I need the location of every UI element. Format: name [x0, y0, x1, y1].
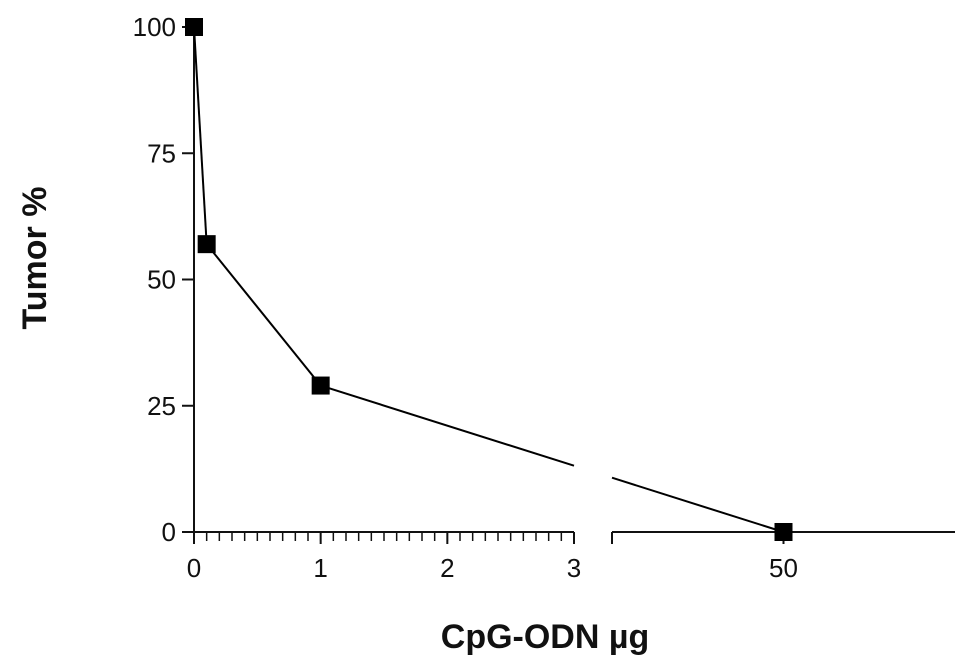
series-line: [193, 26, 784, 533]
y-tick-label: 50: [147, 265, 176, 295]
y-tick-label: 100: [133, 12, 176, 42]
y-axis-title: Tumor %: [16, 187, 54, 330]
y-tick-label: 75: [147, 138, 176, 168]
x-tick-label: 3: [567, 553, 581, 583]
data-point-marker: [311, 376, 330, 395]
series-line-segment: [320, 384, 575, 467]
series-line-segment: [611, 476, 784, 533]
x-tick-label: 50: [769, 553, 798, 583]
series-line-segment: [193, 26, 208, 245]
x-tick-label: 1: [313, 553, 327, 583]
x-tick-label: 0: [187, 553, 201, 583]
axes: [193, 27, 955, 533]
tick-labels: 0 25 50 75 100 0 1 2 3 50: [133, 12, 798, 583]
y-tick-label: 25: [147, 391, 176, 421]
tick-marks: [182, 26, 785, 544]
data-point-marker: [185, 18, 203, 36]
data-point-marker: [197, 235, 216, 254]
series-line-segment: [205, 243, 322, 387]
y-tick-label: 0: [162, 517, 176, 547]
data-point-marker: [774, 523, 793, 541]
series-markers: [185, 18, 793, 541]
x-tick-label: 2: [440, 553, 454, 583]
x-axis-title: CpG-ODN µg: [441, 618, 649, 656]
